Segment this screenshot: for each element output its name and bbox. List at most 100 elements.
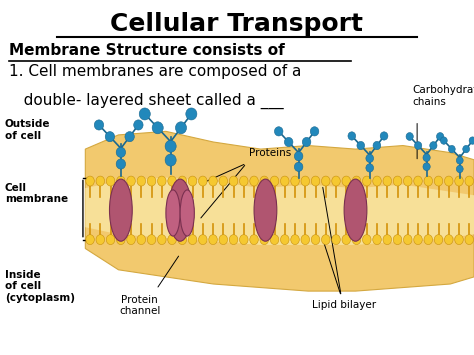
Ellipse shape [229, 176, 238, 186]
Ellipse shape [254, 179, 277, 241]
Ellipse shape [169, 179, 191, 241]
Ellipse shape [424, 176, 433, 186]
Ellipse shape [430, 142, 437, 149]
Text: double- layered sheet called a ___: double- layered sheet called a ___ [9, 92, 284, 109]
Ellipse shape [463, 146, 470, 153]
Ellipse shape [321, 176, 330, 186]
Ellipse shape [188, 235, 197, 245]
Ellipse shape [147, 176, 156, 186]
Ellipse shape [168, 176, 176, 186]
Ellipse shape [373, 141, 381, 150]
Ellipse shape [344, 179, 367, 241]
Ellipse shape [147, 235, 156, 245]
Ellipse shape [250, 235, 258, 245]
Ellipse shape [366, 164, 374, 172]
Ellipse shape [448, 146, 455, 153]
Ellipse shape [455, 176, 463, 186]
Text: Protein
channel: Protein channel [119, 295, 161, 316]
Ellipse shape [260, 235, 269, 245]
Ellipse shape [139, 108, 150, 120]
Ellipse shape [116, 147, 126, 157]
Text: 1. Cell membranes are composed of a: 1. Cell membranes are composed of a [9, 64, 302, 79]
Ellipse shape [403, 176, 412, 186]
Ellipse shape [301, 235, 310, 245]
Ellipse shape [127, 235, 135, 245]
Ellipse shape [423, 154, 430, 162]
Ellipse shape [373, 176, 381, 186]
Ellipse shape [157, 235, 166, 245]
Ellipse shape [281, 235, 289, 245]
Ellipse shape [239, 176, 248, 186]
Ellipse shape [294, 152, 303, 161]
Ellipse shape [406, 132, 413, 141]
Ellipse shape [465, 176, 474, 186]
Text: Cell
membrane: Cell membrane [5, 183, 68, 204]
Ellipse shape [270, 235, 279, 245]
Ellipse shape [393, 176, 402, 186]
Ellipse shape [363, 235, 371, 245]
Text: Outside
of cell: Outside of cell [5, 119, 50, 141]
Ellipse shape [321, 235, 330, 245]
Ellipse shape [116, 159, 126, 169]
Ellipse shape [311, 235, 320, 245]
Ellipse shape [352, 176, 361, 186]
Ellipse shape [465, 235, 474, 245]
Ellipse shape [332, 176, 340, 186]
Ellipse shape [94, 120, 104, 130]
Ellipse shape [260, 176, 269, 186]
Ellipse shape [127, 176, 135, 186]
Ellipse shape [434, 176, 443, 186]
Ellipse shape [434, 235, 443, 245]
Ellipse shape [106, 176, 115, 186]
Ellipse shape [209, 235, 217, 245]
Ellipse shape [414, 235, 422, 245]
Ellipse shape [274, 127, 283, 136]
Ellipse shape [209, 176, 217, 186]
Ellipse shape [357, 141, 365, 150]
Ellipse shape [393, 235, 402, 245]
Ellipse shape [424, 235, 433, 245]
Text: Cellular Transport: Cellular Transport [110, 12, 364, 37]
Ellipse shape [383, 176, 392, 186]
Polygon shape [85, 131, 474, 291]
Ellipse shape [437, 132, 444, 141]
Ellipse shape [180, 190, 194, 236]
Ellipse shape [456, 157, 463, 164]
Ellipse shape [414, 176, 422, 186]
Ellipse shape [348, 132, 356, 140]
Ellipse shape [105, 132, 115, 142]
Ellipse shape [363, 176, 371, 186]
Ellipse shape [414, 142, 422, 149]
Ellipse shape [281, 176, 289, 186]
Text: Carbohydrate
chains: Carbohydrate chains [412, 85, 474, 106]
Ellipse shape [270, 176, 279, 186]
Ellipse shape [301, 176, 310, 186]
Ellipse shape [117, 235, 125, 245]
Ellipse shape [284, 137, 293, 147]
Ellipse shape [125, 132, 134, 142]
Polygon shape [85, 178, 474, 245]
Text: Lipid bilayer: Lipid bilayer [311, 300, 376, 310]
Ellipse shape [96, 176, 105, 186]
Ellipse shape [380, 132, 388, 140]
Ellipse shape [291, 235, 299, 245]
Ellipse shape [469, 137, 474, 144]
Ellipse shape [219, 176, 228, 186]
Text: Membrane Structure consists of: Membrane Structure consists of [9, 43, 285, 58]
Ellipse shape [178, 176, 187, 186]
Ellipse shape [302, 137, 311, 147]
Ellipse shape [294, 162, 303, 171]
Ellipse shape [311, 176, 320, 186]
Ellipse shape [342, 176, 351, 186]
Ellipse shape [445, 176, 453, 186]
Ellipse shape [168, 235, 176, 245]
Ellipse shape [440, 137, 447, 144]
Ellipse shape [383, 235, 392, 245]
Ellipse shape [445, 235, 453, 245]
Ellipse shape [310, 127, 319, 136]
Ellipse shape [456, 165, 463, 173]
Ellipse shape [186, 108, 197, 120]
Ellipse shape [219, 235, 228, 245]
Ellipse shape [229, 235, 238, 245]
Ellipse shape [455, 235, 463, 245]
